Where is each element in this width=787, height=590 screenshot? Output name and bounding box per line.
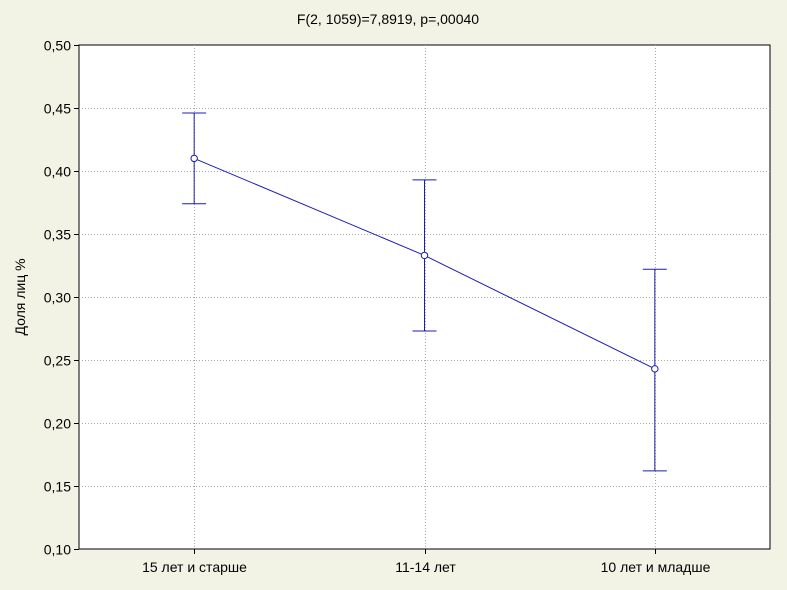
y-tick-label: 0,50 (44, 38, 71, 54)
data-point-marker (190, 154, 198, 163)
y-axis-title: Доля лиц % (12, 258, 28, 335)
x-tick-label: 11-14 лет (395, 559, 456, 575)
y-tick-label: 0,10 (44, 542, 71, 558)
y-tick-label: 0,45 (44, 101, 71, 117)
y-tick-label: 0,40 (44, 164, 71, 180)
y-axis-ticks: 0,10 0,15 0,20 0,25 0,30 0,35 0,40 0,45 0,50 (44, 38, 79, 558)
x-axis-ticks: 15 лет и старше 11-14 лет 10 лет и младше (142, 549, 711, 575)
y-tick-label: 0,15 (44, 479, 71, 495)
chart-title: F(2, 1059)=7,8919, p=,00040 (297, 11, 479, 27)
series-line-layer (182, 112, 667, 472)
x-tick-label: 15 лет и старше (142, 559, 247, 575)
y-tick-label: 0,25 (44, 353, 71, 369)
y-tick-label: 0,35 (44, 227, 71, 243)
data-point-marker (420, 251, 429, 260)
y-tick-label: 0,20 (44, 416, 71, 432)
data-point-marker (651, 365, 659, 373)
x-tick-label: 10 лет и младше (601, 559, 711, 575)
y-tick-label: 0,30 (44, 290, 71, 306)
